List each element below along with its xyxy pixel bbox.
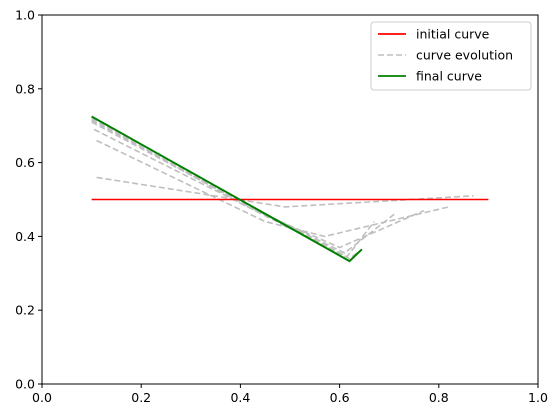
- curve-evolution-line: [93, 128, 425, 249]
- x-tick-label: 1.0: [528, 390, 548, 405]
- curve-evolution-line: [91, 121, 395, 254]
- legend: initial curve curve evolution final curve: [370, 21, 532, 91]
- legend-label: final curve: [416, 69, 482, 84]
- y-tick-label: 0.6: [15, 155, 35, 170]
- x-tick-label: 0.2: [131, 390, 151, 405]
- legend-box: [370, 21, 532, 91]
- legend-label: initial curve: [416, 27, 490, 42]
- y-tick-label: 0.8: [15, 81, 35, 96]
- y-tick-label: 0.4: [15, 229, 35, 244]
- legend-label: curve evolution: [416, 48, 513, 63]
- y-axis: 0.0 0.2 0.4 0.6 0.8 1.0: [15, 8, 42, 392]
- x-tick-label: 0.6: [330, 390, 350, 405]
- x-tick-label: 0.4: [230, 390, 250, 405]
- curve-evolution-line: [91, 119, 375, 258]
- y-tick-label: 0.2: [15, 303, 35, 318]
- x-axis: 0.0 0.2 0.4 0.6 0.8 1.0: [32, 384, 548, 405]
- y-tick-label: 1.0: [15, 8, 35, 23]
- series-layer: [91, 115, 489, 263]
- plot-area-frame: [41, 14, 539, 385]
- x-tick-label: 0.0: [32, 390, 52, 405]
- curve-evolution-line: [91, 117, 360, 260]
- x-tick-label: 0.8: [429, 390, 449, 405]
- final-curve-line: [91, 115, 363, 263]
- y-tick-label: 0.0: [15, 377, 35, 392]
